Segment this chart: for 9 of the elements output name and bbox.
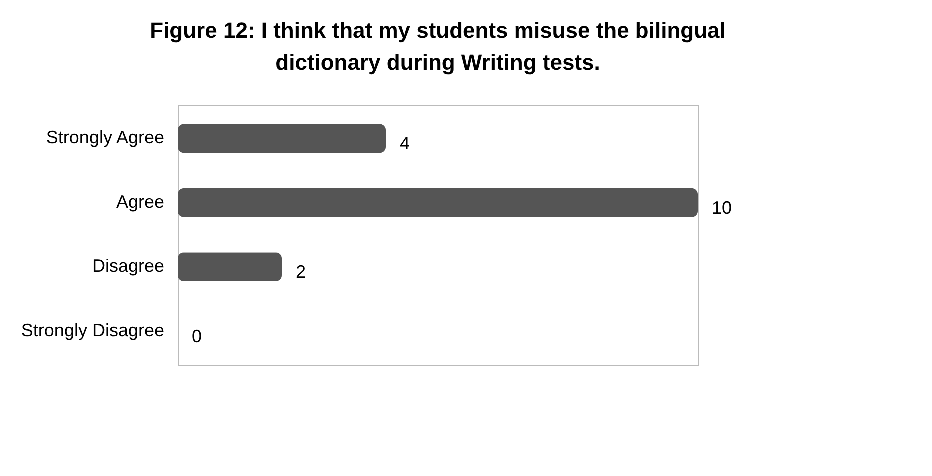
y-tick-label: Disagree: [92, 256, 164, 276]
data-label: 10: [712, 198, 732, 218]
y-tick-label: Strongly Agree: [46, 128, 164, 148]
chart-title: Figure 12: I think that my students misuse the bilingual dictionary during Writing tests.: [150, 18, 726, 75]
y-tick-label: Strongly Disagree: [21, 320, 164, 340]
y-tick-label: Agree: [116, 192, 164, 212]
data-label: 2: [296, 262, 306, 282]
data-label: 0: [192, 326, 202, 346]
data-label: 4: [400, 134, 410, 154]
